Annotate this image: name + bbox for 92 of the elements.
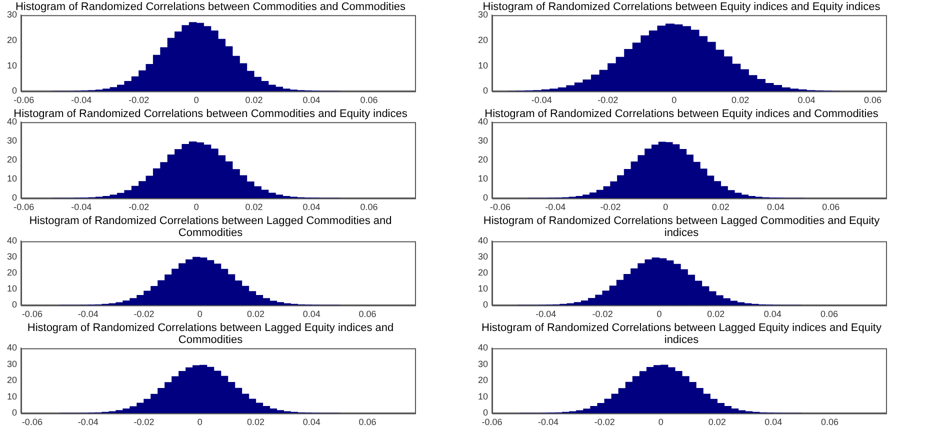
x-tick-label: -0.02 <box>134 309 154 320</box>
x-tick-label: -0.04 <box>536 309 556 320</box>
y-tick-label: 30 <box>6 136 18 146</box>
x-tick-label: 0.06 <box>360 95 378 106</box>
y-tick-label: 10 <box>6 174 18 184</box>
x-tick-label: 0.02 <box>246 417 264 428</box>
x-tick-label: -0.04 <box>531 95 552 106</box>
y-tick-label: 30 <box>478 358 488 369</box>
x-tick-label: -0.06 <box>22 309 42 320</box>
x-tick-label: 0 <box>194 95 199 106</box>
x-tick-label: 0.02 <box>732 95 750 106</box>
x-tick-label: 0.06 <box>820 417 838 428</box>
y-tick-label: 30 <box>6 358 18 369</box>
x-tick-label: 0.06 <box>360 202 378 212</box>
x-tick-label: -0.02 <box>128 202 150 212</box>
y-tick-label: 20 <box>6 268 18 278</box>
chart-title: Histogram of Randomized Correlations between Commodities and Commodities <box>15 1 406 14</box>
y-tick-label: 10 <box>478 60 488 70</box>
x-tick-label: 0.02 <box>712 202 730 212</box>
y-tick-label: 0 <box>12 300 18 310</box>
x-tick-label: 0.06 <box>358 417 376 428</box>
x-tick-label: 0 <box>197 309 202 320</box>
y-tick-label: 0 <box>12 192 18 203</box>
x-tick-label: 0.04 <box>302 202 320 212</box>
y-tick-label: 10 <box>478 174 488 184</box>
y-tick-label: 0 <box>12 86 18 96</box>
y-tick-label: 30 <box>478 136 488 146</box>
y-tick-label: 10 <box>6 391 18 402</box>
x-tick-label: -0.06 <box>482 417 502 428</box>
x-tick-label: 0.06 <box>864 95 882 106</box>
y-tick-label: 0 <box>482 192 488 203</box>
y-tick-label: 0 <box>482 300 488 310</box>
x-tick-label: 0.04 <box>767 202 785 212</box>
x-tick-label: -0.04 <box>78 309 98 320</box>
x-tick-label: 0 <box>194 202 199 212</box>
x-tick-label: -0.02 <box>134 417 154 428</box>
x-tick-label: -0.02 <box>592 309 613 320</box>
chart-title: Histogram of Randomized Correlations between Lagged Equity indices and Commodities <box>27 322 394 346</box>
x-tick-label: 0 <box>663 202 668 212</box>
x-tick-label: 0.06 <box>822 202 840 212</box>
x-tick-label: 0.04 <box>764 417 782 428</box>
x-tick-label: -0.06 <box>22 417 42 428</box>
x-tick-label: 0 <box>672 95 677 106</box>
y-tick-label: 20 <box>478 34 488 45</box>
y-tick-label: 30 <box>6 10 18 20</box>
y-tick-label: 10 <box>6 284 18 294</box>
x-tick-label: 0.02 <box>707 309 725 320</box>
y-tick-label: 20 <box>478 154 488 165</box>
y-tick-label: 20 <box>478 268 488 278</box>
x-tick-label: -0.06 <box>14 95 34 106</box>
y-tick-label: 20 <box>6 34 18 45</box>
x-tick-label: 0 <box>197 417 202 428</box>
x-tick-label: 0 <box>658 417 664 428</box>
x-tick-label: 0.04 <box>302 95 320 106</box>
x-tick-label: -0.04 <box>71 202 92 212</box>
y-tick-label: 10 <box>478 284 488 294</box>
x-tick-label: -0.02 <box>600 202 621 212</box>
x-tick-label: -0.06 <box>490 202 511 212</box>
x-tick-label: -0.04 <box>545 202 566 212</box>
y-tick-label: 30 <box>6 252 18 262</box>
x-tick-label: -0.02 <box>598 95 618 106</box>
y-tick-label: 40 <box>478 236 488 246</box>
x-tick-label: 0.06 <box>358 309 376 320</box>
x-tick-label: 0.02 <box>245 202 263 212</box>
x-tick-label: 0.04 <box>302 309 320 320</box>
y-tick-label: 20 <box>6 154 18 165</box>
chart-title: Histogram of Randomized Correlations between Lagged Commodities and Commodities <box>29 215 392 240</box>
x-tick-label: -0.02 <box>128 95 150 106</box>
y-tick-label: 10 <box>6 60 18 70</box>
x-tick-label: -0.04 <box>71 95 92 106</box>
x-tick-label: 0.04 <box>798 95 816 106</box>
y-tick-label: 0 <box>482 408 488 418</box>
x-tick-label: -0.06 <box>14 202 34 212</box>
y-tick-label: 40 <box>6 342 18 353</box>
x-tick-label: 0.02 <box>246 309 264 320</box>
y-tick-label: 40 <box>6 236 18 246</box>
y-tick-label: 10 <box>478 391 488 402</box>
x-tick-label: 0.02 <box>708 417 726 428</box>
x-tick-label: -0.04 <box>538 417 559 428</box>
y-tick-label: 40 <box>478 342 488 353</box>
y-tick-label: 20 <box>478 375 488 386</box>
x-tick-label: -0.04 <box>78 417 98 428</box>
x-tick-label: 0.04 <box>764 309 782 320</box>
x-tick-label: 0.04 <box>302 417 320 428</box>
x-tick-label: 0 <box>656 309 662 320</box>
y-tick-label: 30 <box>478 252 488 262</box>
y-tick-label: 0 <box>12 408 18 418</box>
x-tick-label: 0.02 <box>245 95 263 106</box>
x-tick-label: -0.02 <box>594 417 615 428</box>
y-tick-label: 20 <box>6 375 18 386</box>
y-tick-label: 0 <box>482 86 488 96</box>
x-tick-label: 0.06 <box>820 309 838 320</box>
